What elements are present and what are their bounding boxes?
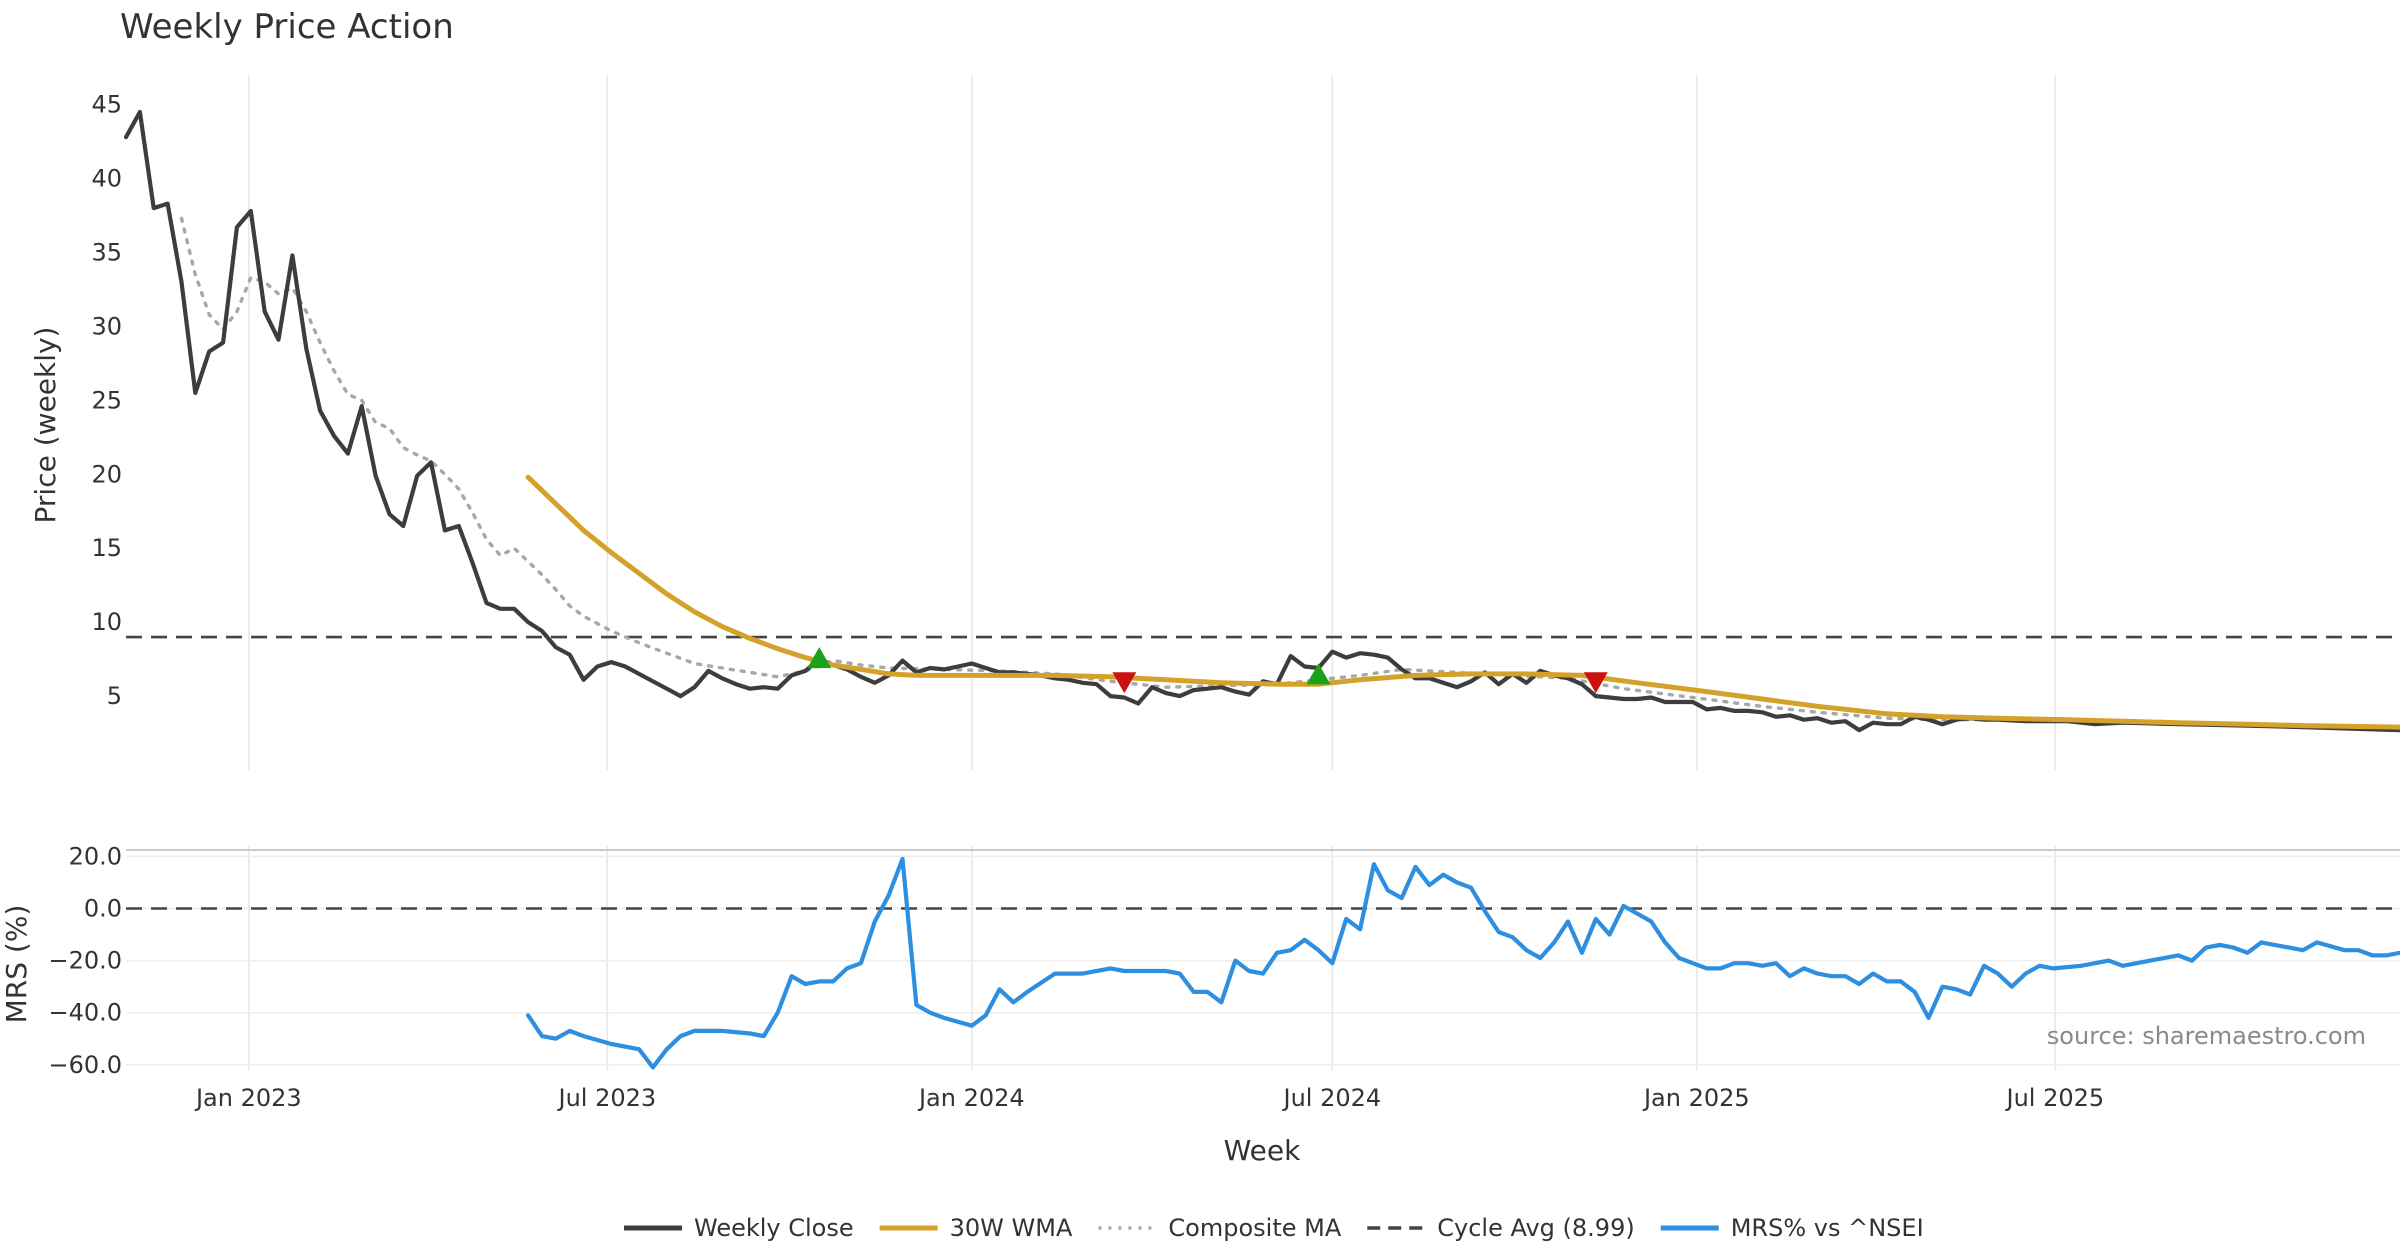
legend-item-30w-wma: 30W WMA — [879, 1214, 1073, 1242]
legend-label: Composite MA — [1168, 1214, 1341, 1242]
series-mrs-vs-nsei — [526, 856, 2400, 1070]
legend-item-cycle-avg-8-99: Cycle Avg (8.99) — [1367, 1214, 1635, 1242]
price-y-tick-label: 15 — [91, 534, 122, 562]
price-y-ticks: 5 10 15 20 25 30 35 40 45 — [91, 91, 122, 710]
price-panel-grid — [248, 75, 2057, 770]
chart-title: Weekly Price Action — [120, 7, 454, 47]
mrs-y-tick-label: −60.0 — [48, 1051, 122, 1079]
mrs-y-axis-title: MRS (%) — [0, 905, 33, 1024]
price-y-tick-label: 30 — [91, 312, 122, 340]
legend-label: MRS% vs ^NSEI — [1731, 1214, 1924, 1242]
buy-signal-marker — [807, 647, 832, 669]
legend-item-weekly-close: Weekly Close — [624, 1214, 854, 1242]
sell-signal-marker — [1583, 672, 1608, 694]
legend-item-mrs-vs-nsei: MRS% vs ^NSEI — [1660, 1214, 1924, 1242]
price-y-tick-label: 45 — [91, 91, 122, 119]
x-tick-label: Jan 2023 — [194, 1084, 302, 1112]
series-30w-wma — [525, 474, 2400, 730]
x-ticks: Jan 2023 Jul 2023 Jan 2024 Jul 2024 Jan 2025… — [194, 1084, 2104, 1112]
x-tick-label: Jan 2025 — [1642, 1084, 1750, 1112]
x-tick-label: Jan 2024 — [917, 1084, 1025, 1112]
price-y-tick-label: 5 — [107, 682, 122, 710]
mrs-y-tick-label: 0.0 — [84, 895, 122, 923]
price-y-tick-label: 20 — [91, 460, 122, 488]
price-y-tick-label: 25 — [91, 386, 122, 414]
signal-markers — [807, 647, 1608, 694]
legend-label: Weekly Close — [694, 1214, 854, 1242]
price-y-axis-title: Price (weekly) — [29, 327, 62, 524]
price-y-tick-label: 10 — [91, 608, 122, 636]
source-credit: source: sharemaestro.com — [2047, 1022, 2366, 1050]
mrs-y-tick-label: −20.0 — [48, 947, 122, 975]
x-tick-label: Jul 2023 — [557, 1084, 657, 1112]
sell-signal-marker — [1112, 672, 1137, 694]
price-y-tick-label: 35 — [91, 238, 122, 266]
mrs-y-tick-label: −40.0 — [48, 999, 122, 1027]
mrs-panel-grid — [126, 846, 2400, 1070]
legend-item-composite-ma: Composite MA — [1098, 1214, 1342, 1242]
legend-label: Cycle Avg (8.99) — [1437, 1214, 1634, 1242]
x-tick-label: Jul 2024 — [1281, 1084, 1381, 1112]
series-composite-ma — [179, 216, 2400, 729]
x-axis-title: Week — [1224, 1134, 1301, 1167]
series-weekly-close — [123, 109, 2400, 733]
legend-label: 30W WMA — [950, 1214, 1073, 1242]
mrs-y-ticks: 20.0 0.0 −20.0 −40.0 −60.0 — [48, 842, 122, 1078]
x-tick-label: Jul 2025 — [2004, 1084, 2104, 1112]
buy-signal-marker — [1306, 663, 1331, 685]
price-y-tick-label: 40 — [91, 165, 122, 193]
series-layer — [123, 109, 2400, 1070]
legend: Weekly Close 30W WMA Composite MA Cycle Avg… — [624, 1214, 1924, 1242]
mrs-y-tick-label: 20.0 — [69, 842, 122, 870]
